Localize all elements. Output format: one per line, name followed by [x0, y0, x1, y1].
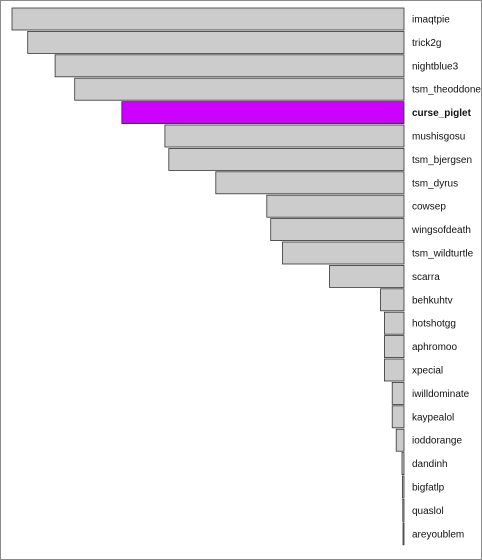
label-quaslol: quaslol	[412, 506, 444, 517]
label-scarra: scarra	[412, 272, 440, 283]
label-areyoublem: areyoublem	[412, 529, 464, 540]
label-mushisgosu: mushisgosu	[412, 132, 465, 143]
bar-tsm_wildturtle	[282, 241, 405, 265]
bar-quaslol	[402, 498, 405, 522]
bar-bigfatlp	[401, 475, 405, 499]
bar-hotshotgg	[383, 311, 405, 335]
label-tsm_theoddone: tsm_theoddone	[412, 85, 481, 96]
bar-mushisgosu	[164, 124, 405, 148]
bar-kaypealol	[391, 405, 405, 429]
label-nightblue3: nightblue3	[412, 61, 459, 72]
bar-tsm_bjergsen	[168, 147, 405, 171]
label-wingsofdeath: wingsofdeath	[411, 225, 471, 236]
label-behkuhtv: behkuhtv	[412, 295, 453, 306]
label-trick2g: trick2g	[412, 38, 441, 49]
bar-scarra	[329, 264, 405, 288]
labels-group: imaqtpie trick2g nightblue3 tsm_theoddonecu…	[411, 15, 481, 541]
bar-xpecial	[383, 358, 405, 382]
bar-behkuhtv	[380, 288, 405, 312]
bar-imaqtpie	[11, 7, 405, 31]
label-imaqtpie: imaqtpie	[412, 15, 450, 26]
label-cowsep: cowsep	[412, 202, 446, 213]
bar-aphromoo	[383, 335, 405, 359]
bar-trick2g	[27, 30, 405, 54]
label-dandinh: dandinh	[412, 459, 448, 470]
bar-nightblue3	[54, 54, 405, 78]
label-iwilldominate: iwilldominate	[412, 389, 470, 400]
label-hotshotgg: hotshotgg	[412, 319, 456, 330]
bars-group	[11, 7, 405, 546]
bar-dandinh	[401, 452, 405, 476]
label-kaypealol: kaypealol	[412, 412, 454, 423]
label-tsm_wildturtle: tsm_wildturtle	[412, 249, 474, 260]
label-aphromoo: aphromoo	[412, 342, 457, 353]
bar-areyoublem	[402, 522, 405, 546]
bar-ioddorange	[395, 428, 405, 452]
label-tsm_bjergsen: tsm_bjergsen	[412, 155, 472, 166]
label-bigfatlp: bigfatlp	[412, 483, 445, 494]
label-curse_piglet: curse_piglet	[412, 108, 472, 119]
label-ioddorange: ioddorange	[412, 436, 462, 447]
bar-tsm_dyrus	[215, 171, 405, 195]
bar-iwilldominate	[391, 381, 405, 405]
bar-cowsep	[266, 194, 405, 218]
label-xpecial: xpecial	[412, 366, 443, 377]
bar-tsm_theoddone	[74, 77, 405, 101]
bar-wingsofdeath	[270, 218, 405, 242]
bar-curse_piglet	[121, 101, 405, 124]
label-tsm_dyrus: tsm_dyrus	[412, 178, 458, 189]
